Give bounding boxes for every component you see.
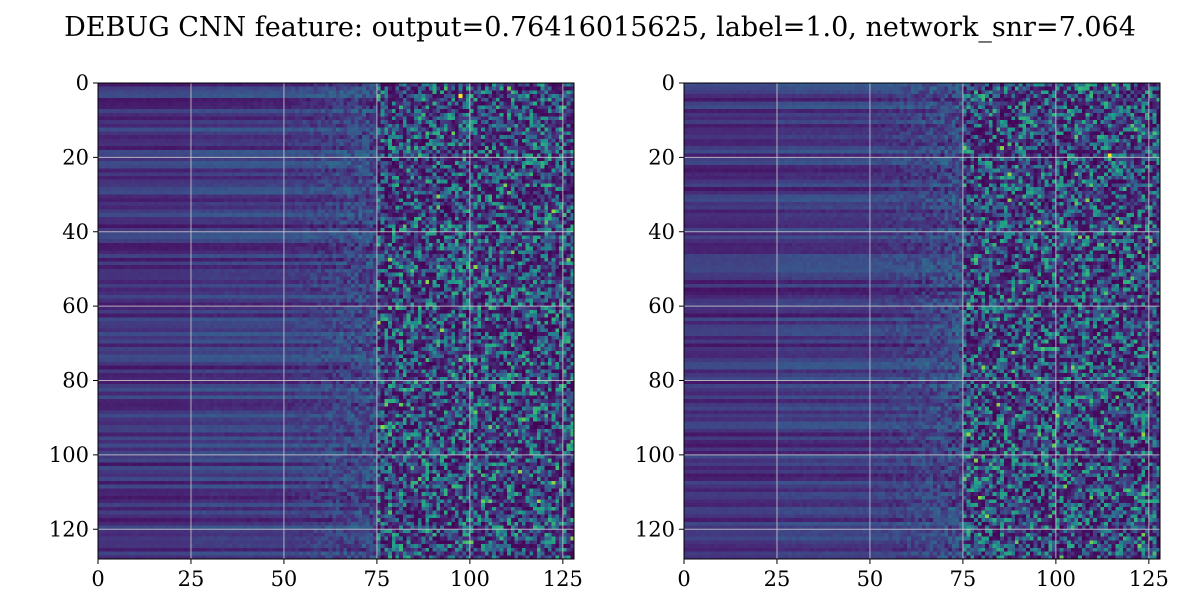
y-tick-label: 120 — [635, 517, 675, 541]
y-tick-label: 100 — [49, 443, 89, 467]
x-tick-label: 50 — [857, 567, 884, 591]
y-tick-label: 120 — [49, 517, 89, 541]
x-tick-label: 50 — [271, 567, 298, 591]
axes-frame — [97, 82, 575, 560]
x-tick-label: 100 — [450, 567, 490, 591]
y-tick-label: 20 — [62, 145, 89, 169]
x-tick-label: 25 — [764, 567, 791, 591]
y-tick-label: 0 — [662, 71, 675, 95]
y-tick-label: 60 — [62, 294, 89, 318]
y-tick-label: 60 — [648, 294, 675, 318]
x-tick-label: 75 — [950, 567, 977, 591]
y-tick-label: 0 — [76, 71, 89, 95]
x-tick-label: 125 — [543, 567, 583, 591]
x-tick-label: 100 — [1036, 567, 1076, 591]
x-tick-label: 75 — [364, 567, 391, 591]
x-tick-label: 25 — [178, 567, 205, 591]
y-tick-label: 40 — [648, 220, 675, 244]
x-tick-label: 0 — [91, 567, 104, 591]
y-tick-label: 100 — [635, 443, 675, 467]
x-tick-label: 0 — [677, 567, 690, 591]
heatmap-image — [98, 83, 574, 559]
heatmap-panel-left: 0 25 50 75 100 125 0 20 40 60 80 100 120 — [49, 71, 583, 591]
heatmap-image — [684, 83, 1160, 559]
y-tick-label: 40 — [62, 220, 89, 244]
heatmap-panel-right: 0 25 50 75 100 125 0 20 40 60 80 100 120 — [635, 71, 1169, 591]
y-tick-label: 80 — [62, 369, 89, 393]
y-tick-label: 20 — [648, 145, 675, 169]
axes-frame — [683, 82, 1161, 560]
y-tick-label: 80 — [648, 369, 675, 393]
figure-title: DEBUG CNN feature: output=0.76416015625,… — [64, 12, 1136, 43]
x-tick-label: 125 — [1129, 567, 1169, 591]
